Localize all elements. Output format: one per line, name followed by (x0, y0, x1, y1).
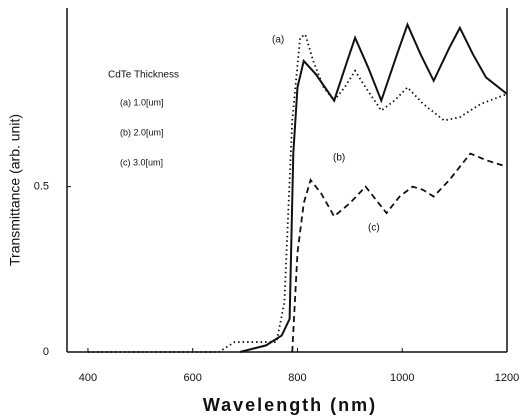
series-line (291, 152, 508, 353)
x-tick-label: 800 (288, 372, 306, 384)
legend-entry: (b) 2.0[um] (120, 127, 164, 137)
legend-entry: (a) 1.0[um] (120, 97, 164, 107)
annotation: (c) (368, 223, 380, 234)
legend-title: CdTe Thickness (108, 70, 179, 81)
annotation: (b) (333, 153, 345, 164)
y-axis-title: Transmittance (arb. unit) (7, 114, 23, 266)
y-tick-label: 0 (43, 346, 49, 358)
y-tick-label: 0.5 (34, 181, 49, 193)
series-line (87, 33, 508, 353)
x-tick-label: 400 (79, 372, 97, 384)
legend-entry: (c) 3.0[um] (120, 157, 163, 167)
x-tick-label: 1000 (390, 372, 414, 384)
x-axis-title: Wavelength (nm) (203, 395, 377, 415)
x-tick-label: 1200 (495, 372, 519, 384)
series-line (239, 21, 508, 353)
annotation: (a) (272, 35, 284, 46)
x-tick-label: 600 (184, 372, 202, 384)
